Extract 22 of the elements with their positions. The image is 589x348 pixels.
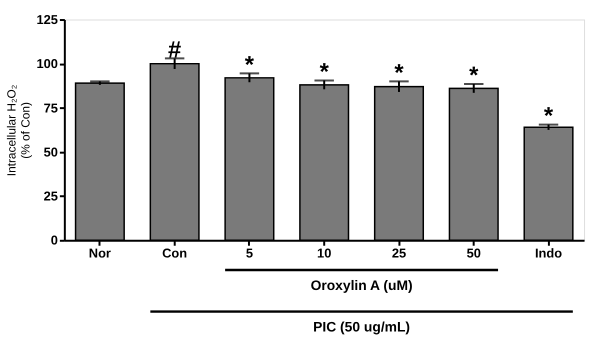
y-tick-label: 125 [36,12,58,27]
annotation: * [544,102,554,130]
y-tick-label: 100 [36,56,58,72]
annotation: * [469,62,480,90]
y-axis-title: Intracellular H₂O₂ (% of Con) [4,84,33,176]
x-tick-label: 50 [466,246,481,261]
y-tick-label: 75 [44,100,58,116]
y-tick-label: 25 [44,188,58,204]
text: Oroxylin A (uM) [310,276,413,293]
x-tick-label: 10 [317,246,332,261]
x-tick-label: Con [162,246,188,261]
text: PIC (50 ug/mL) [313,318,410,334]
x-tick-label: 25 [392,246,406,261]
y-tick-label: 50 [44,144,58,160]
annotation: * [394,59,404,86]
y-tick-label: 0 [50,232,58,248]
annotation: # [168,36,182,64]
x-tick-label: Nor [88,246,111,261]
annotation: * [320,58,330,86]
x-tick-label: Indo [534,246,562,261]
x-tick-label: 5 [246,246,253,261]
annotation: * [244,51,255,78]
